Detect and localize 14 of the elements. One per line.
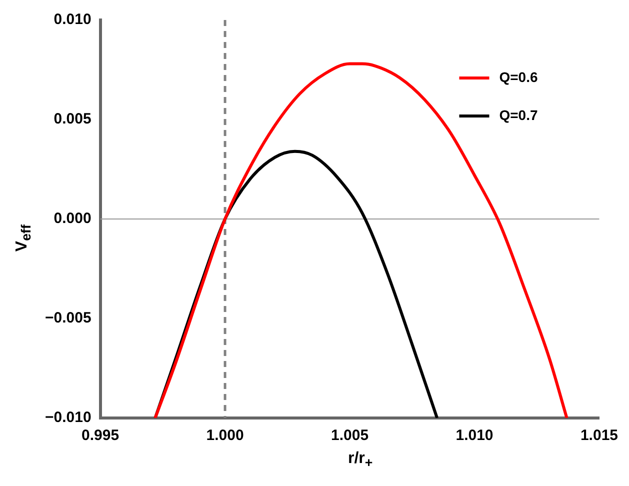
x-tick-label: 1.000 [206,427,244,444]
legend-label: Q=0.7 [499,106,538,123]
y-tick-label: −0.010 [45,409,92,426]
y-tick-label: −0.005 [45,310,92,327]
x-tick-label: 1.005 [330,427,369,444]
y-tick-label: 0.010 [54,11,92,28]
legend-label: Q=0.6 [499,68,538,85]
x-axis-title: r/r$_{+}$ [348,450,373,470]
y-tick-label: 0.000 [54,210,92,228]
line-series [154,62,568,418]
y-tick-label: 0.005 [54,110,92,128]
x-tick-label: 1.015 [580,427,618,444]
x-tick-label: 0.995 [82,427,120,444]
x-tick-label: 1.010 [456,427,494,444]
